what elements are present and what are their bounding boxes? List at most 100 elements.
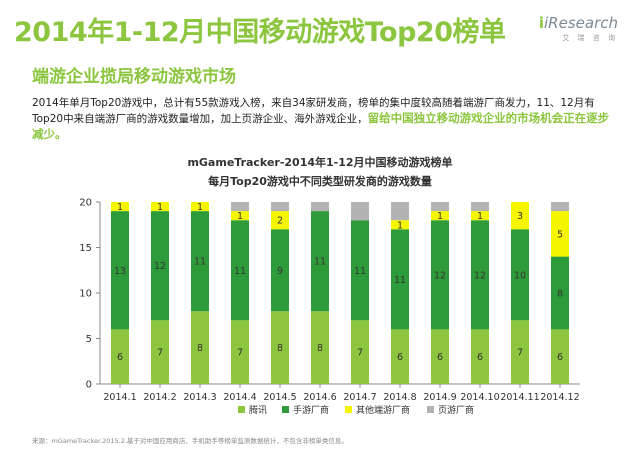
data-label: 7: [157, 348, 163, 359]
bar-segment: [351, 220, 369, 321]
data-label: 5: [557, 229, 563, 240]
bar-segment: [311, 311, 329, 384]
data-label: 11: [354, 266, 366, 277]
bar-segment: [511, 202, 529, 230]
bar-segment: [111, 211, 129, 330]
source-note: 来源：mGameTracker.2015.2.基于对中国应用商店、手机助手等榜单…: [32, 437, 348, 445]
bar-segment: [271, 311, 289, 384]
bar-segment: [231, 211, 249, 221]
legend-swatch: [238, 406, 245, 413]
data-label: 1: [237, 211, 243, 222]
data-label: 12: [154, 261, 166, 272]
data-label: 7: [357, 348, 363, 359]
page-title: 2014年1-12月中国移动游戏Top20榜单: [14, 17, 506, 48]
data-label: 12: [434, 270, 446, 281]
data-label: 1: [397, 220, 403, 231]
bar-segment: [551, 256, 569, 330]
bar-segment: [391, 220, 409, 230]
x-tick-label: 2014.5: [263, 392, 296, 403]
legend-label: 手游厂商: [293, 404, 329, 416]
bar-segment: [151, 320, 169, 384]
bar-segment: [271, 211, 289, 230]
chart-subtitle: 每月Top20游戏中不同类型研发商的游戏数量: [208, 175, 432, 188]
x-tick-label: 2014.3: [183, 392, 216, 403]
bar-segment: [271, 202, 289, 212]
data-label: 6: [477, 352, 483, 363]
page-subtitle: 端游企业揽局移动游戏市场: [32, 67, 236, 87]
bar-segment: [471, 220, 489, 330]
x-tick-label: 2014.12: [540, 392, 579, 403]
data-label: 11: [194, 257, 206, 268]
iresearch-logo: iiResearch 艾 瑞 咨 询: [539, 14, 618, 43]
data-label: 1: [477, 211, 483, 222]
data-label: 6: [117, 352, 123, 363]
bar-segment: [511, 229, 529, 321]
bar-segment: [431, 202, 449, 212]
description-paragraph: 2014年单月Top20游戏中，总计有55款游戏入榜，来自34家研发商，榜单的集…: [32, 96, 617, 143]
bar-segment: [551, 202, 569, 212]
data-label: 6: [557, 352, 563, 363]
bar-segment: [471, 211, 489, 221]
y-tick-label: 10: [79, 289, 92, 300]
bar-segment: [151, 202, 169, 212]
data-label: 2: [277, 216, 283, 227]
data-label: 8: [197, 343, 203, 354]
x-tick-label: 2014.4: [223, 392, 256, 403]
bar-segment: [511, 320, 529, 384]
data-label: 8: [277, 343, 283, 354]
bar-segment: [271, 229, 289, 312]
data-label: 3: [517, 211, 523, 222]
bar-segment: [551, 211, 569, 257]
x-tick-label: 2014.6: [303, 392, 336, 403]
bar-segment: [111, 329, 129, 384]
bar-segment: [231, 320, 249, 384]
legend-swatch: [427, 406, 434, 413]
data-label: 13: [114, 266, 126, 277]
data-label: 1: [157, 202, 163, 213]
x-tick-label: 2014.9: [423, 392, 456, 403]
chart-title: mGameTracker-2014年1-12月中国移动游戏榜单: [187, 156, 453, 169]
data-label: 9: [277, 266, 283, 277]
data-label: 7: [517, 348, 523, 359]
y-tick-label: 20: [79, 198, 92, 209]
data-label: 8: [317, 343, 323, 354]
bar-segment: [351, 320, 369, 384]
bar-segment: [191, 211, 209, 312]
description-text: 2014年单月Top20游戏中，总计有55款游戏入榜，来自34家研发商，榜单的集…: [32, 97, 595, 125]
bar-segment: [431, 220, 449, 330]
bar-segment: [111, 202, 129, 212]
data-label: 1: [197, 202, 203, 213]
data-label: 1: [117, 202, 123, 213]
x-tick-label: 2014.11: [500, 392, 539, 403]
data-label: 6: [397, 352, 403, 363]
bar-segment: [431, 329, 449, 384]
bar-segment: [391, 329, 409, 384]
bar-segment: [231, 220, 249, 321]
bar-segment: [391, 229, 409, 330]
legend-swatch: [282, 406, 289, 413]
bar-segment: [351, 202, 369, 221]
bar-segment: [471, 202, 489, 212]
bar-segment: [191, 202, 209, 212]
y-tick-label: 0: [86, 380, 92, 391]
legend-swatch: [345, 406, 352, 413]
data-label: 10: [514, 270, 526, 281]
data-label: 7: [237, 348, 243, 359]
bar-segment: [311, 211, 329, 312]
x-tick-label: 2014.10: [460, 392, 499, 403]
data-label: 11: [314, 257, 326, 268]
logo-wordmark: iResearch: [544, 14, 618, 32]
bar-segment: [151, 211, 169, 321]
logo-text: iiResearch: [538, 14, 618, 32]
data-label: 11: [394, 275, 406, 286]
logo-subtext: 艾 瑞 咨 询: [562, 34, 618, 42]
x-tick-label: 2014.8: [383, 392, 416, 403]
legend-label: 其他端游厂商: [356, 404, 410, 416]
bar-segment: [391, 202, 409, 221]
data-label: 12: [474, 270, 486, 281]
data-label: 6: [437, 352, 443, 363]
bar-segment: [431, 211, 449, 221]
data-label: 11: [234, 266, 246, 277]
legend-label: 页游厂商: [438, 404, 474, 416]
